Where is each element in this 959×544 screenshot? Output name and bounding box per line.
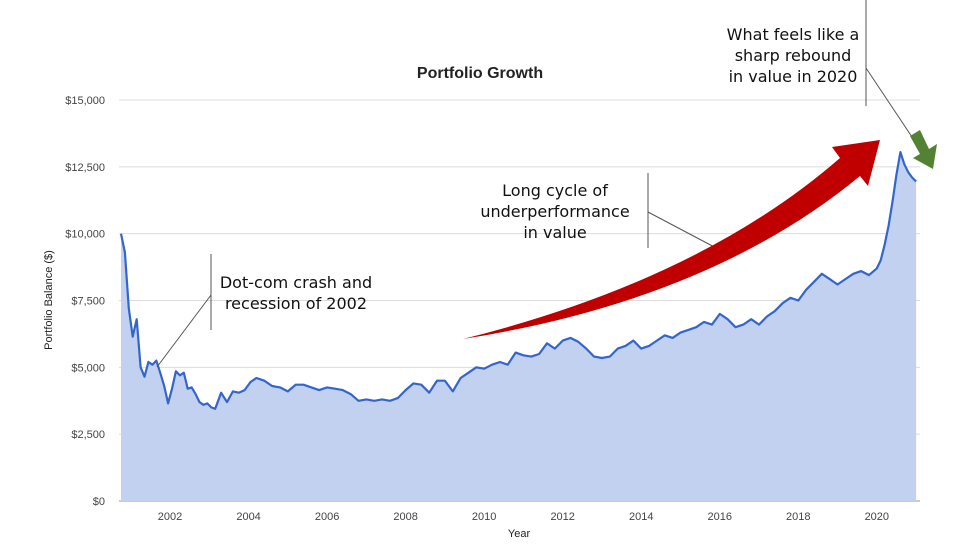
- y-tick-label: $7,500: [71, 296, 105, 308]
- x-tick-label: 2016: [708, 511, 732, 523]
- x-tick-label: 2020: [865, 511, 889, 523]
- x-tick-label: 2008: [393, 511, 417, 523]
- rebound-callout-leader: [865, 67, 917, 144]
- x-axis-ticks: 2002 2004 2006 2008 2010 2012 2014 2016 2018 2020: [158, 511, 889, 523]
- rebound-annotation-line: What feels like a: [726, 25, 860, 44]
- x-axis-label: Year: [508, 528, 531, 540]
- portfolio-area-fill: [121, 152, 917, 501]
- underperformance-annotation: Long cycle of underperformance in value: [470, 180, 640, 243]
- y-tick-label: $12,500: [65, 162, 105, 174]
- chart-title: Portfolio Growth: [417, 65, 543, 82]
- y-tick-label: $0: [93, 496, 105, 508]
- y-tick-label: $5,000: [71, 362, 105, 374]
- underperf-callout-leader: [647, 211, 721, 251]
- x-tick-label: 2018: [786, 511, 810, 523]
- y-tick-label: $15,000: [65, 95, 105, 107]
- underperf-annotation-line: in value: [523, 223, 587, 242]
- x-tick-label: 2014: [629, 511, 653, 523]
- underperf-annotation-line: Long cycle of: [502, 181, 608, 200]
- y-tick-label: $2,500: [71, 429, 105, 441]
- x-tick-label: 2002: [158, 511, 182, 523]
- dotcom-annotation-line: recession of 2002: [224, 294, 368, 313]
- rebound-annotation-line: sharp rebound: [734, 46, 852, 65]
- y-axis-label: Portfolio Balance ($): [43, 250, 55, 350]
- dotcom-annotation-line: Dot-com crash and: [219, 273, 373, 292]
- x-tick-label: 2006: [315, 511, 339, 523]
- x-tick-label: 2010: [472, 511, 496, 523]
- dotcom-annotation: Dot-com crash and recession of 2002: [216, 272, 376, 314]
- dotcom-callout-leader: [156, 294, 212, 368]
- underperf-annotation-line: underperformance: [480, 202, 630, 221]
- callout-lines: [156, 0, 917, 368]
- portfolio-balance-line: [119, 151, 917, 410]
- rebound-arrow: [910, 130, 937, 169]
- rebound-annotation: What feels like a sharp rebound in value…: [718, 24, 868, 87]
- long-cycle-arrow: [463, 140, 880, 339]
- x-tick-label: 2004: [236, 511, 260, 523]
- x-tick-label: 2012: [550, 511, 574, 523]
- y-axis-ticks: $0 $2,500 $5,000 $7,500 $10,000 $12,500 $15,00…: [65, 95, 105, 508]
- y-tick-label: $10,000: [65, 229, 105, 241]
- rebound-annotation-line: in value in 2020: [728, 67, 858, 86]
